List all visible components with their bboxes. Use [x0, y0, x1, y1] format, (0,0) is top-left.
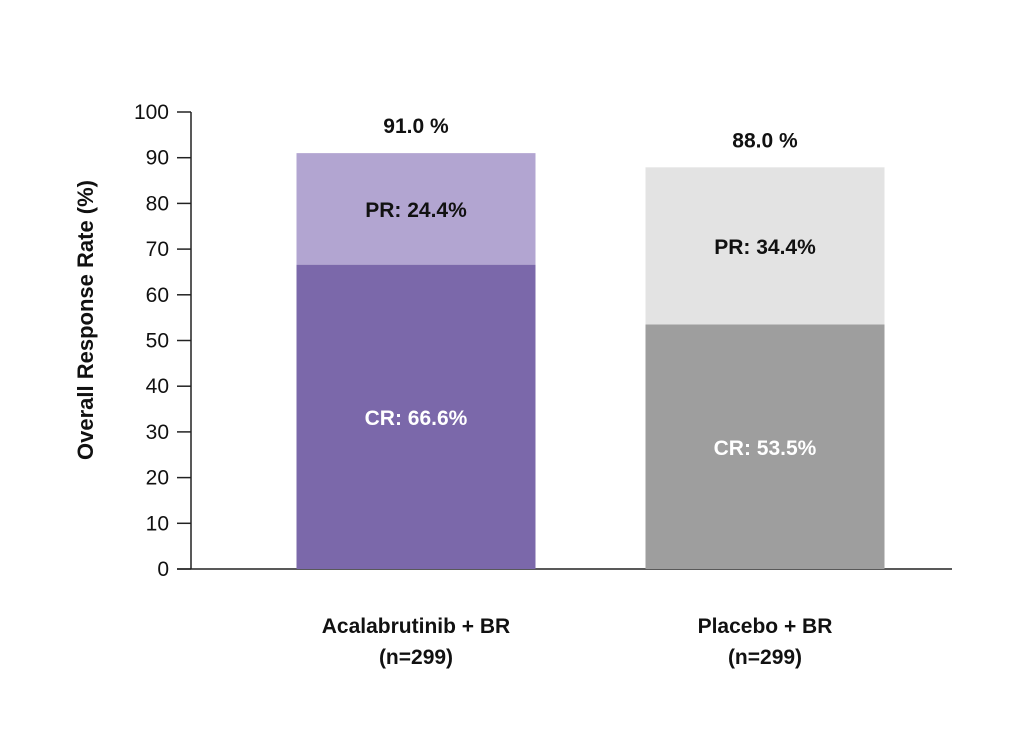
bar-segment [645, 167, 885, 325]
y-tick-label: 80 [146, 192, 169, 215]
bar-labels: CR: 66.6% PR: 24.4% 91.0 % Acalabrutinib + … [322, 115, 833, 669]
bars [296, 153, 885, 569]
segment-label: PR: 34.4% [714, 236, 816, 259]
category-sample-size: (n=299) [728, 646, 802, 669]
y-ticks: 0 10 20 30 40 50 60 70 80 90 100 [134, 101, 191, 581]
category-label: Placebo + BR [698, 615, 833, 638]
bar-total-label: 88.0 % [732, 129, 798, 152]
y-tick-label: 30 [146, 421, 169, 444]
y-tick-label: 20 [146, 467, 169, 490]
y-tick-label: 50 [146, 330, 169, 353]
bar-segment [296, 264, 536, 569]
y-tick-label: 100 [134, 101, 169, 124]
segment-label: PR: 24.4% [365, 199, 467, 222]
bar-total-label: 91.0 % [383, 115, 449, 138]
y-tick-label: 40 [146, 375, 169, 398]
y-tick-label: 60 [146, 284, 169, 307]
segment-label: CR: 53.5% [714, 437, 817, 460]
y-axis-title: Overall Response Rate (%) [73, 180, 98, 460]
bar-segment [645, 324, 885, 569]
bar-segment [296, 153, 536, 265]
y-tick-label: 70 [146, 238, 169, 261]
y-tick-label: 10 [146, 512, 169, 535]
y-tick-label: 0 [157, 558, 169, 581]
segment-label: CR: 66.6% [365, 407, 468, 430]
category-label: Acalabrutinib + BR [322, 615, 510, 638]
y-tick-label: 90 [146, 147, 169, 170]
category-sample-size: (n=299) [379, 646, 453, 669]
